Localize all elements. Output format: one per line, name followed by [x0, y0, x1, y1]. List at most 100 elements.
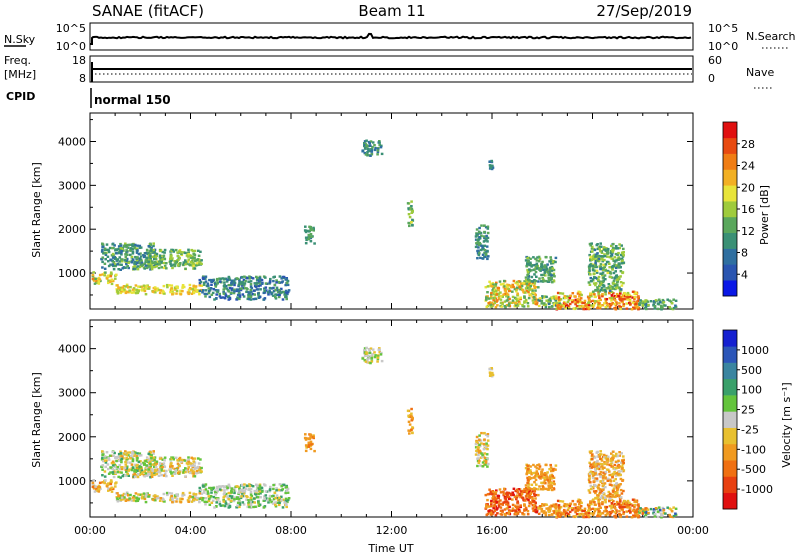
velocity-cell — [97, 488, 101, 491]
power-cell — [369, 140, 373, 143]
velocity-cell — [129, 457, 132, 460]
power-cell — [136, 291, 140, 295]
power-cell — [601, 260, 604, 263]
power-cell — [653, 305, 657, 308]
power-cells — [91, 139, 678, 311]
power-cell — [113, 255, 116, 259]
noise-sky-line — [90, 32, 692, 45]
velocity-cell — [226, 486, 229, 490]
velocity-cell — [545, 463, 548, 467]
velocity-cell — [222, 496, 225, 499]
power-cell — [148, 258, 152, 261]
power-cell — [275, 279, 278, 282]
velocity-cell — [614, 494, 618, 498]
velocity-cell — [247, 499, 250, 502]
power-cell — [578, 295, 581, 298]
velocity-cell — [615, 500, 619, 504]
power-cell — [202, 282, 206, 285]
velocity-cell — [526, 476, 529, 480]
velocity-cell — [526, 468, 530, 471]
power-cell — [144, 293, 148, 296]
power-cell — [610, 296, 613, 300]
velocity-cell — [251, 500, 255, 504]
velocity-cell — [204, 483, 208, 486]
velocity-cell — [247, 503, 250, 507]
velocity-cell — [616, 461, 619, 464]
power-cell — [661, 298, 665, 302]
power-cell — [175, 292, 178, 295]
velocity-cell — [191, 464, 194, 467]
power-cell — [216, 282, 219, 285]
velocity-cell — [486, 465, 489, 468]
power-cell — [210, 280, 213, 283]
power-cell — [139, 246, 143, 249]
velocity-cell — [516, 505, 520, 508]
power-cell — [128, 289, 131, 292]
velocity-cell — [607, 468, 610, 471]
velocity-cell — [233, 487, 236, 490]
power-cell — [249, 295, 253, 299]
power-cell — [136, 261, 139, 264]
power-cell — [627, 296, 631, 300]
power-cell — [601, 280, 605, 284]
velocity-cell — [535, 470, 539, 473]
velocity-cell — [278, 483, 282, 486]
velocity-cell — [538, 465, 542, 468]
velocity-cell — [201, 499, 204, 502]
velocity-cell — [236, 504, 239, 507]
power-cell — [364, 153, 368, 156]
power-cell — [109, 280, 112, 283]
power-cell — [154, 261, 158, 265]
power-cell — [586, 306, 590, 309]
velocity-cell — [304, 433, 307, 436]
power-cell — [247, 295, 250, 299]
velocity-cell — [146, 472, 150, 475]
power-cell — [592, 282, 596, 285]
velocity-cell — [603, 473, 606, 476]
velocity-cell — [535, 475, 539, 478]
power-cell — [594, 262, 597, 265]
velocity-cell — [197, 471, 200, 474]
power-cell — [114, 277, 117, 280]
velocity-cell — [149, 462, 152, 466]
power-cell — [370, 148, 373, 151]
power-cell — [250, 287, 254, 290]
power-cell — [661, 306, 664, 309]
velocity-cell — [599, 512, 602, 516]
velocity-cell — [625, 510, 628, 513]
power-cell — [160, 255, 163, 258]
velocity-cell — [152, 456, 155, 460]
velocity-cell — [597, 510, 601, 513]
velocity-cell — [662, 509, 666, 512]
velocity-cell — [505, 500, 509, 503]
power-cell — [235, 288, 239, 291]
velocity-cell — [150, 454, 153, 457]
velocity-cell — [250, 495, 254, 498]
power-cell — [478, 231, 481, 234]
power-cell — [92, 271, 95, 274]
power-cell — [249, 298, 253, 301]
power-cell — [238, 295, 242, 299]
power-cell — [606, 269, 610, 273]
power-cell — [198, 289, 202, 293]
velocity-cell — [595, 479, 599, 482]
power-cell — [529, 261, 532, 264]
velocity-cell — [132, 495, 136, 498]
power-cell — [157, 266, 161, 270]
power-cell — [197, 249, 200, 252]
velocity-cell — [367, 361, 371, 364]
velocity-cell — [591, 476, 595, 480]
power-cell — [583, 301, 586, 305]
velocity-cell — [591, 458, 594, 461]
velocity-cell — [163, 500, 166, 503]
power-cell — [619, 253, 623, 257]
velocity-cell — [516, 501, 519, 505]
velocity-cell — [148, 494, 151, 497]
velocity-cell — [122, 492, 126, 496]
power-cell — [213, 281, 217, 284]
power-cell — [563, 300, 566, 304]
power-cell — [106, 255, 110, 258]
power-cell — [569, 295, 573, 298]
power-cell — [531, 299, 535, 302]
power-cell — [599, 266, 603, 269]
